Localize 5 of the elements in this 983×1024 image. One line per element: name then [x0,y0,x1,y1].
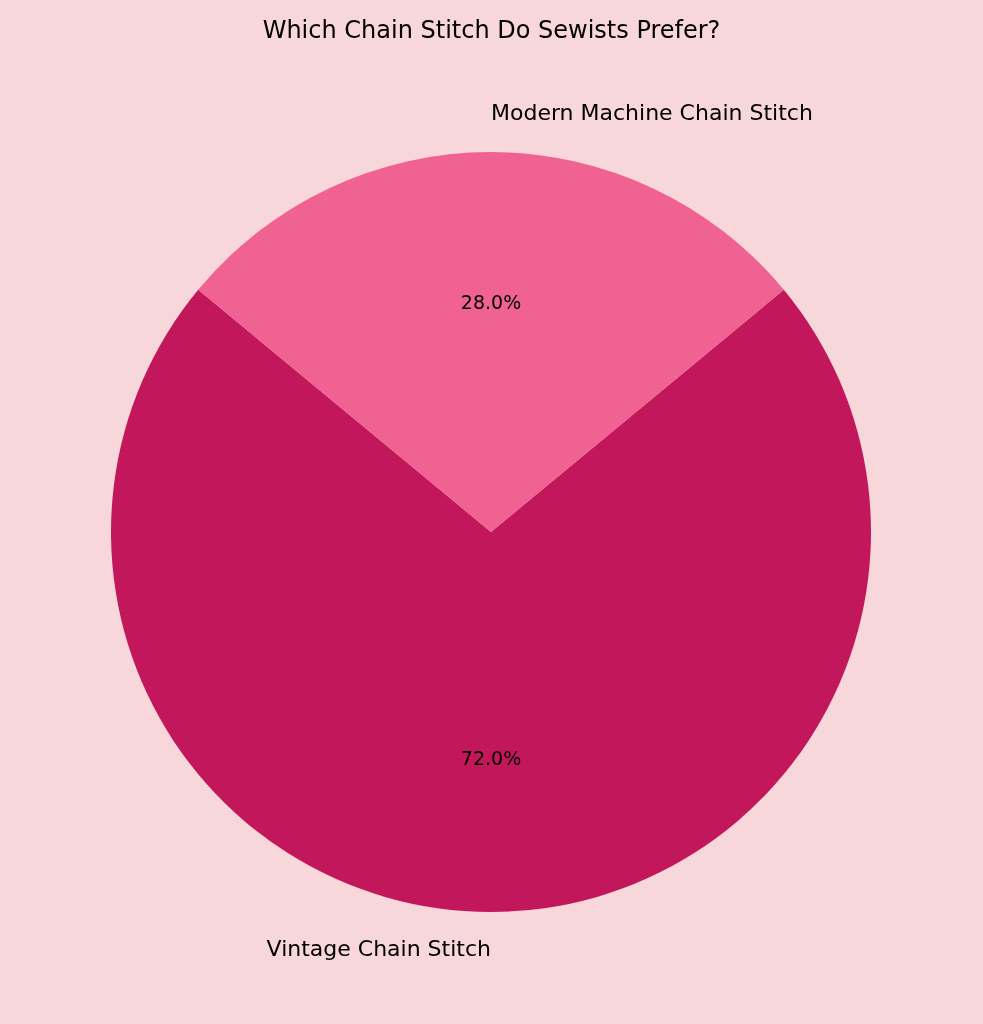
data-label: 28.0% [460,290,522,313]
chart-title: Which Chain Stitch Do Sewists Prefer? [262,16,721,45]
data-label: 72.0% [460,746,522,769]
slice-label: Vintage Chain Stitch [266,935,491,961]
slice-label: Modern Machine Chain Stitch [491,99,813,125]
